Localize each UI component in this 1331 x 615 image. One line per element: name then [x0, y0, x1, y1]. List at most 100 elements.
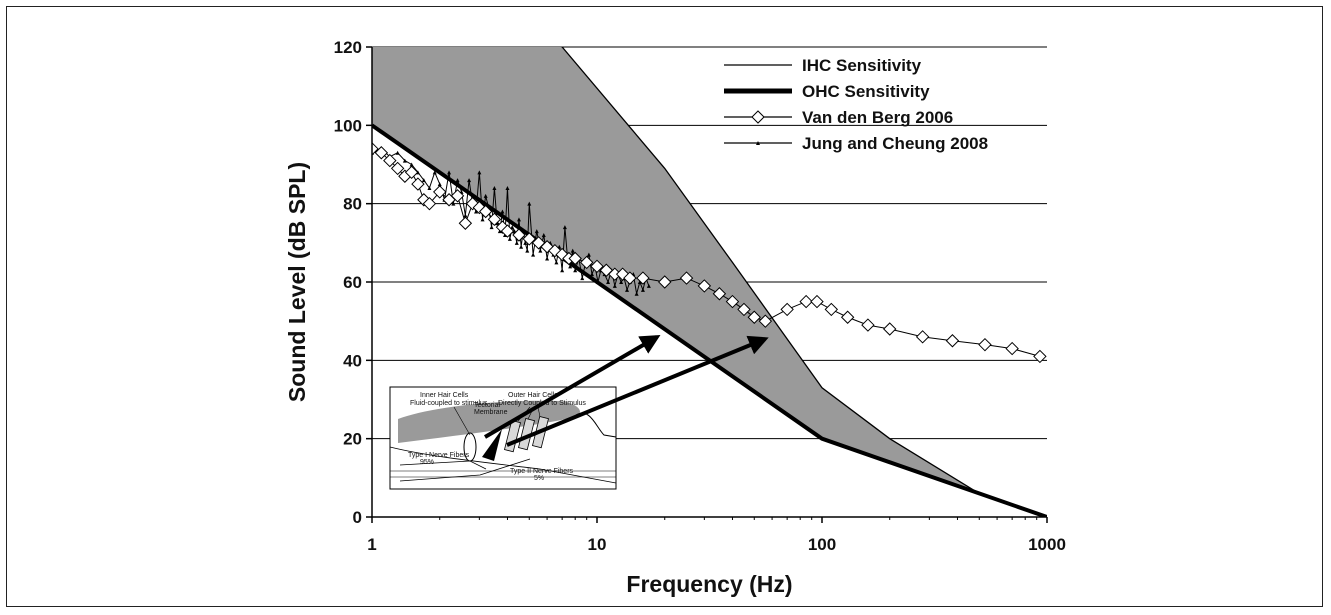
inset-label-type2: Type II Nerve Fibers — [510, 468, 574, 475]
point-van-den-berg — [780, 302, 794, 317]
point-jung-cheung — [409, 162, 414, 167]
point-jung-cheung — [395, 150, 400, 155]
point-van-den-berg — [458, 216, 473, 230]
point-van-den-berg — [372, 142, 379, 156]
point-van-den-berg — [810, 294, 824, 309]
point-jung-cheung — [474, 209, 479, 214]
arrow-to-ohc — [506, 335, 769, 447]
inset-label-tectorial: Tectorial — [474, 402, 501, 409]
y-tick-label: 120 — [334, 38, 362, 57]
point-van-den-berg — [579, 255, 594, 270]
y-tick-label: 20 — [343, 430, 362, 449]
point-jung-cheung — [568, 264, 573, 269]
point-jung-cheung — [531, 252, 536, 257]
inset-label-type2-pct: 5% — [534, 475, 544, 482]
point-jung-cheung — [538, 248, 543, 253]
legend-swatch-marker — [751, 110, 765, 124]
ihc-ohc-shaded-region — [372, 47, 1047, 517]
point-jung-cheung — [421, 178, 426, 183]
point-van-den-berg — [758, 314, 773, 328]
point-jung-cheung — [432, 170, 437, 175]
point-jung-cheung — [451, 201, 456, 206]
point-van-den-berg — [390, 161, 405, 176]
hair-cell-inset: Inner Hair Cells Fluid-coupled to stimul… — [389, 386, 617, 490]
point-van-den-berg — [658, 275, 672, 289]
series-line-ihc — [561, 47, 1047, 517]
point-van-den-berg — [404, 165, 419, 180]
point-jung-cheung — [480, 217, 485, 222]
arrow-to-ihc — [483, 334, 661, 439]
y-axis-label: Sound Level (dB SPL) — [284, 162, 310, 402]
point-van-den-berg — [383, 153, 397, 168]
point-jung-cheung — [570, 248, 575, 253]
y-tick-label: 40 — [343, 351, 362, 370]
point-van-den-berg — [712, 287, 727, 301]
point-van-den-berg — [636, 271, 650, 285]
legend: IHC Sensitivity OHC Sensitivity Van den Be… — [724, 56, 988, 153]
point-jung-cheung — [619, 280, 624, 284]
axes — [366, 46, 1048, 523]
point-van-den-berg — [679, 271, 694, 285]
point-jung-cheung — [589, 272, 594, 277]
type2-fiber-line — [399, 458, 531, 482]
point-van-den-berg — [1033, 349, 1047, 364]
point-jung-cheung — [606, 280, 611, 284]
pillar-cells — [482, 429, 502, 461]
point-jung-cheung — [554, 260, 559, 265]
point-van-den-berg — [590, 259, 604, 274]
x-tick-label: 10 — [588, 535, 607, 554]
point-van-den-berg — [487, 212, 502, 227]
y-tick-label: 60 — [343, 273, 362, 292]
point-van-den-berg — [422, 196, 437, 211]
legend-label: IHC Sensitivity — [802, 56, 922, 75]
point-van-den-berg — [548, 243, 562, 258]
point-van-den-berg — [1005, 341, 1019, 356]
point-van-den-berg — [747, 310, 761, 324]
inset-label-type1-pct: 95% — [420, 459, 434, 466]
point-jung-cheung — [402, 158, 407, 163]
point-van-den-berg — [737, 302, 751, 317]
tectorial-membrane-shape — [398, 400, 581, 443]
point-jung-cheung — [463, 213, 468, 218]
point-jung-cheung — [516, 217, 521, 222]
point-jung-cheung — [534, 229, 539, 234]
point-jung-cheung — [545, 256, 550, 261]
point-jung-cheung — [527, 201, 532, 206]
point-van-den-berg — [374, 146, 389, 160]
point-jung-cheung — [580, 276, 585, 281]
legend-label: Jung and Cheung 2008 — [802, 134, 988, 153]
point-jung-cheung — [523, 240, 528, 245]
x-tick-label: 1000 — [1028, 535, 1066, 554]
point-jung-cheung — [447, 170, 452, 175]
point-van-den-berg — [531, 236, 546, 250]
point-jung-cheung — [541, 233, 546, 237]
point-jung-cheung — [525, 248, 530, 253]
point-van-den-berg — [840, 310, 855, 324]
point-van-den-berg — [915, 330, 930, 344]
point-jung-cheung — [483, 193, 488, 198]
point-jung-cheung — [519, 244, 524, 249]
point-jung-cheung — [562, 225, 567, 230]
inset-leader-outer-3 — [537, 406, 541, 418]
x-tick-label: 100 — [808, 535, 836, 554]
inset-label-inner-coupling: Fluid-coupled to stimulus — [410, 400, 488, 407]
legend-label: OHC Sensitivity — [802, 82, 930, 101]
sensitivity-band — [372, 47, 1047, 517]
point-jung-cheung — [505, 186, 510, 190]
inset-leader-inner — [453, 406, 471, 436]
series-layer — [372, 47, 1047, 517]
y-tick-label: 100 — [334, 116, 362, 135]
point-jung-cheung — [455, 178, 460, 183]
point-van-den-berg — [465, 196, 480, 211]
point-van-den-berg — [522, 232, 536, 246]
point-jung-cheung — [640, 287, 645, 292]
point-van-den-berg — [861, 318, 875, 332]
point-van-den-berg — [725, 294, 740, 309]
legend-label: Van den Berg 2006 — [802, 108, 953, 127]
point-van-den-berg — [500, 224, 515, 238]
type1-fiber-line — [399, 460, 487, 470]
point-jung-cheung — [573, 268, 578, 273]
point-jung-cheung — [514, 240, 519, 245]
point-van-den-berg — [883, 322, 897, 336]
